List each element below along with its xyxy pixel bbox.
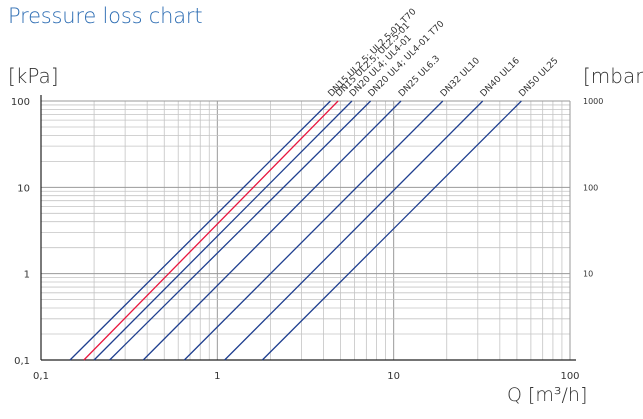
chart-title: Pressure loss chart: [8, 4, 203, 28]
x-tick-label: 100: [560, 371, 579, 382]
y-axis-label-left: [kPa]: [8, 64, 59, 88]
y-tick-label-right: 10: [583, 270, 593, 279]
series-label: DN32 UL10: [439, 56, 482, 99]
series-line: [142, 100, 402, 361]
series-line: [83, 100, 339, 361]
series-line: [93, 100, 353, 361]
series-label: DN50 UL25: [517, 56, 560, 99]
series-label: DN40 UL16: [479, 56, 522, 99]
series-line: [183, 100, 444, 361]
y-tick-label-left: 100: [11, 97, 30, 108]
x-tick-label: 1: [214, 371, 220, 382]
y-tick-label-left: 10: [17, 183, 30, 194]
y-tick-label-left: 0,1: [14, 356, 30, 367]
x-tick-label: 10: [387, 371, 400, 382]
y-tick-label-right: 100: [583, 183, 598, 192]
x-tick-label: 0,1: [33, 371, 49, 382]
series-line: [224, 100, 484, 361]
series-line: [69, 100, 331, 361]
series-line: [261, 100, 522, 361]
y-axis-label-right: [mbar]: [583, 64, 643, 88]
x-axis-label: Q [m³/h]: [507, 384, 588, 406]
series-line: [109, 100, 372, 361]
y-tick-label-left: 1: [24, 270, 30, 281]
y-tick-label-right: 1000: [583, 97, 603, 106]
